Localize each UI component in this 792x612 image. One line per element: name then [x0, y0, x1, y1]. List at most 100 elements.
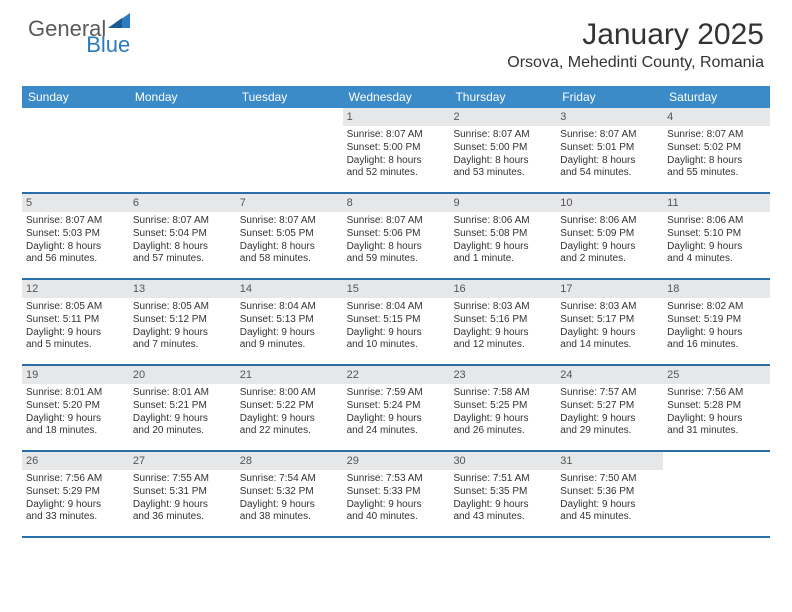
day-sunset: Sunset: 5:28 PM — [667, 400, 766, 413]
week-row: 5Sunrise: 8:07 AMSunset: 5:03 PMDaylight… — [22, 194, 770, 280]
day-number: 16 — [449, 280, 556, 298]
day-number: 12 — [22, 280, 129, 298]
dow-sunday: Sunday — [22, 86, 129, 108]
day-sunrise: Sunrise: 7:57 AM — [560, 387, 659, 400]
day-sunset: Sunset: 5:00 PM — [453, 142, 552, 155]
day-number: 19 — [22, 366, 129, 384]
day-number: 15 — [343, 280, 450, 298]
day-sunrise: Sunrise: 8:05 AM — [26, 301, 125, 314]
dow-tuesday: Tuesday — [236, 86, 343, 108]
day-sunset: Sunset: 5:13 PM — [240, 314, 339, 327]
day-d2: and 52 minutes. — [347, 167, 446, 180]
day-number: 14 — [236, 280, 343, 298]
day-info: Sunrise: 8:05 AMSunset: 5:11 PMDaylight:… — [26, 301, 125, 352]
day-d1: Daylight: 9 hours — [667, 241, 766, 254]
day-info: Sunrise: 8:00 AMSunset: 5:22 PMDaylight:… — [240, 387, 339, 438]
header: GeneralBlue January 2025 Orsova, Mehedin… — [0, 0, 792, 80]
day-d2: and 43 minutes. — [453, 511, 552, 524]
day-sunrise: Sunrise: 8:06 AM — [453, 215, 552, 228]
day-sunrise: Sunrise: 8:04 AM — [240, 301, 339, 314]
day-sunrise: Sunrise: 8:07 AM — [26, 215, 125, 228]
day-sunrise: Sunrise: 7:51 AM — [453, 473, 552, 486]
day-sunrise: Sunrise: 7:53 AM — [347, 473, 446, 486]
day-cell: 29Sunrise: 7:53 AMSunset: 5:33 PMDayligh… — [343, 452, 450, 536]
day-d1: Daylight: 9 hours — [26, 327, 125, 340]
day-number: 20 — [129, 366, 236, 384]
day-sunset: Sunset: 5:03 PM — [26, 228, 125, 241]
day-d2: and 38 minutes. — [240, 511, 339, 524]
day-d1: Daylight: 8 hours — [240, 241, 339, 254]
day-d1: Daylight: 8 hours — [453, 155, 552, 168]
day-sunrise: Sunrise: 8:07 AM — [240, 215, 339, 228]
day-info: Sunrise: 8:07 AMSunset: 5:01 PMDaylight:… — [560, 129, 659, 180]
brand-text-blue: Blue — [86, 32, 130, 57]
day-d1: Daylight: 8 hours — [26, 241, 125, 254]
day-cell: 24Sunrise: 7:57 AMSunset: 5:27 PMDayligh… — [556, 366, 663, 450]
day-d2: and 29 minutes. — [560, 425, 659, 438]
day-sunrise: Sunrise: 8:07 AM — [453, 129, 552, 142]
day-cell: 3 Sunrise: 8:07 AMSunset: 5:01 PMDaylight… — [556, 108, 663, 192]
dow-monday: Monday — [129, 86, 236, 108]
calendar-grid: Sunday Monday Tuesday Wednesday Thursday… — [22, 86, 770, 538]
day-number: 28 — [236, 452, 343, 470]
day-d1: Daylight: 9 hours — [560, 413, 659, 426]
day-info: Sunrise: 7:56 AMSunset: 5:29 PMDaylight:… — [26, 473, 125, 524]
day-cell: 4Sunrise: 8:07 AMSunset: 5:02 PMDaylight… — [663, 108, 770, 192]
day-info: Sunrise: 8:07 AMSunset: 5:02 PMDaylight:… — [667, 129, 766, 180]
day-sunset: Sunset: 5:22 PM — [240, 400, 339, 413]
day-d1: Daylight: 9 hours — [240, 499, 339, 512]
day-d2: and 26 minutes. — [453, 425, 552, 438]
day-cell: 27Sunrise: 7:55 AMSunset: 5:31 PMDayligh… — [129, 452, 236, 536]
week-row: 19 Sunrise: 8:01 AMSunset: 5:20 PMDayligh… — [22, 366, 770, 452]
day-cell: 19 Sunrise: 8:01 AMSunset: 5:20 PMDayligh… — [22, 366, 129, 450]
day-sunrise: Sunrise: 8:06 AM — [560, 215, 659, 228]
day-cell — [129, 108, 236, 192]
day-info: Sunrise: 7:50 AMSunset: 5:36 PMDaylight:… — [560, 473, 659, 524]
day-d2: and 9 minutes. — [240, 339, 339, 352]
day-sunset: Sunset: 5:20 PM — [26, 400, 125, 413]
day-sunrise: Sunrise: 7:58 AM — [453, 387, 552, 400]
day-sunset: Sunset: 5:32 PM — [240, 486, 339, 499]
day-info: Sunrise: 8:07 AMSunset: 5:05 PMDaylight:… — [240, 215, 339, 266]
day-cell: 2Sunrise: 8:07 AMSunset: 5:00 PMDaylight… — [449, 108, 556, 192]
day-sunrise: Sunrise: 7:55 AM — [133, 473, 232, 486]
day-cell — [663, 452, 770, 536]
day-of-week-header: Sunday Monday Tuesday Wednesday Thursday… — [22, 86, 770, 108]
day-sunset: Sunset: 5:02 PM — [667, 142, 766, 155]
day-cell: 16Sunrise: 8:03 AMSunset: 5:16 PMDayligh… — [449, 280, 556, 364]
day-info: Sunrise: 8:07 AMSunset: 5:00 PMDaylight:… — [453, 129, 552, 180]
day-sunset: Sunset: 5:05 PM — [240, 228, 339, 241]
day-info: Sunrise: 7:54 AMSunset: 5:32 PMDaylight:… — [240, 473, 339, 524]
day-info: Sunrise: 8:06 AMSunset: 5:08 PMDaylight:… — [453, 215, 552, 266]
day-cell: 11Sunrise: 8:06 AMSunset: 5:10 PMDayligh… — [663, 194, 770, 278]
day-number: 3 — [556, 108, 663, 126]
week-row: 26Sunrise: 7:56 AMSunset: 5:29 PMDayligh… — [22, 452, 770, 538]
day-d2: and 56 minutes. — [26, 253, 125, 266]
day-sunset: Sunset: 5:24 PM — [347, 400, 446, 413]
location-subtitle: Orsova, Mehedinti County, Romania — [507, 54, 764, 72]
day-sunrise: Sunrise: 8:07 AM — [133, 215, 232, 228]
day-info: Sunrise: 8:07 AMSunset: 5:04 PMDaylight:… — [133, 215, 232, 266]
day-info: Sunrise: 7:51 AMSunset: 5:35 PMDaylight:… — [453, 473, 552, 524]
day-d1: Daylight: 9 hours — [133, 499, 232, 512]
day-sunrise: Sunrise: 7:59 AM — [347, 387, 446, 400]
day-number — [236, 108, 343, 126]
day-number: 22 — [343, 366, 450, 384]
day-d2: and 20 minutes. — [133, 425, 232, 438]
day-d1: Daylight: 9 hours — [560, 499, 659, 512]
day-info: Sunrise: 8:01 AMSunset: 5:20 PMDaylight:… — [26, 387, 125, 438]
dow-saturday: Saturday — [663, 86, 770, 108]
day-sunrise: Sunrise: 8:06 AM — [667, 215, 766, 228]
day-cell: 30 Sunrise: 7:51 AMSunset: 5:35 PMDayligh… — [449, 452, 556, 536]
day-number: 30 — [449, 452, 556, 470]
day-info: Sunrise: 8:06 AMSunset: 5:10 PMDaylight:… — [667, 215, 766, 266]
day-d2: and 5 minutes. — [26, 339, 125, 352]
day-d2: and 24 minutes. — [347, 425, 446, 438]
day-sunset: Sunset: 5:21 PM — [133, 400, 232, 413]
day-cell — [236, 108, 343, 192]
day-d1: Daylight: 9 hours — [667, 413, 766, 426]
day-d1: Daylight: 9 hours — [240, 327, 339, 340]
day-sunset: Sunset: 5:15 PM — [347, 314, 446, 327]
day-sunset: Sunset: 5:08 PM — [453, 228, 552, 241]
day-cell: 23Sunrise: 7:58 AMSunset: 5:25 PMDayligh… — [449, 366, 556, 450]
